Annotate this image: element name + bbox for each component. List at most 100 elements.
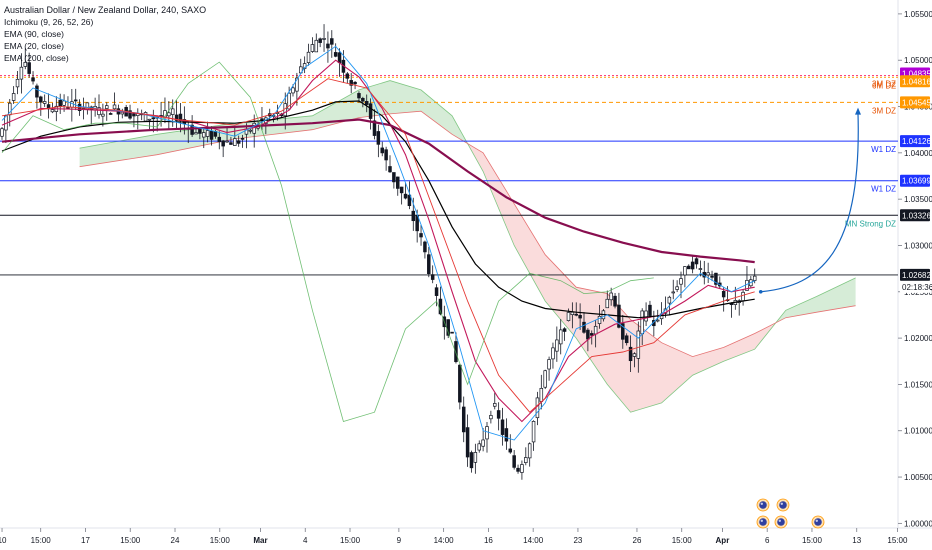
- price-tag-text: 1.03326: [902, 211, 931, 220]
- candle-body: [236, 140, 241, 144]
- candle-body: [151, 117, 156, 120]
- candle-body: [147, 118, 152, 121]
- candle: [23, 48, 28, 70]
- legend-title[interactable]: Australian Dollar / New Zealand Dollar, …: [4, 5, 206, 15]
- candle-body: [333, 52, 338, 57]
- y-tick-label: 1.05500: [904, 10, 932, 19]
- candle-body: [62, 100, 66, 106]
- candle-body: [504, 428, 509, 442]
- candle-body: [450, 331, 454, 334]
- x-tick-label: 15:00: [802, 536, 823, 545]
- y-tick-label: 1.01000: [904, 427, 932, 436]
- candle: [683, 266, 687, 288]
- candle: [132, 113, 136, 128]
- y-tick-label: 1.05000: [904, 56, 932, 65]
- projection-curve: [760, 113, 859, 293]
- x-tick-label: 14:00: [523, 536, 544, 545]
- candle: [39, 95, 43, 116]
- candle-body: [582, 321, 586, 333]
- legend: Australian Dollar / New Zealand Dollar, …: [4, 5, 206, 63]
- candle-body: [322, 38, 326, 40]
- candle-body: [35, 85, 39, 98]
- candle-body: [27, 62, 31, 74]
- candle: [504, 418, 509, 450]
- candle-body: [112, 104, 117, 110]
- candle: [450, 331, 454, 334]
- candle: [690, 255, 695, 274]
- candle-body: [721, 291, 726, 298]
- candle-body: [465, 427, 470, 458]
- candle-body: [555, 339, 559, 352]
- candle: [721, 287, 726, 312]
- price-tag-background: [900, 268, 930, 281]
- candle-body: [636, 330, 641, 359]
- candle: [31, 71, 35, 85]
- candle: [396, 176, 400, 196]
- candle-body: [314, 39, 319, 53]
- candle: [209, 126, 214, 146]
- candle-body: [679, 278, 683, 285]
- candle: [458, 363, 462, 410]
- candle-body: [543, 370, 547, 388]
- candle: [427, 246, 431, 278]
- candle-body: [399, 186, 404, 194]
- candle-body: [454, 341, 458, 363]
- event-flag-core: [814, 518, 822, 526]
- candle-body: [690, 261, 695, 270]
- projection-arrowhead: [855, 107, 861, 115]
- x-tick-label: 13: [852, 536, 861, 545]
- price-tag-background: [900, 174, 930, 187]
- candle-body: [508, 448, 513, 453]
- candle-body: [520, 464, 524, 473]
- candle-body: [295, 77, 299, 92]
- candle-body: [345, 73, 350, 79]
- candle: [73, 88, 78, 111]
- legend-ema-200[interactable]: EMA (200, close): [4, 53, 69, 63]
- event-flag-icon: [811, 515, 825, 529]
- candle: [333, 43, 338, 58]
- candle-body: [512, 455, 516, 468]
- candle-body: [590, 333, 594, 336]
- candle: [345, 71, 350, 84]
- candle: [605, 290, 610, 309]
- candle-body: [419, 233, 423, 238]
- candle: [706, 262, 710, 283]
- y-tick-label: 1.03000: [904, 241, 932, 250]
- candle: [384, 146, 388, 171]
- candle: [500, 407, 505, 446]
- candle: [644, 302, 648, 327]
- candle-body: [361, 97, 365, 102]
- cloud-bullish-area: [776, 277, 856, 323]
- legend-ema-20[interactable]: EMA (20, close): [4, 41, 64, 51]
- legend-ema-90[interactable]: EMA (90, close): [4, 29, 64, 39]
- candle-body: [50, 109, 55, 113]
- candle-body: [531, 421, 536, 443]
- candle-body: [683, 266, 687, 276]
- price-tag-text: 1.02682: [902, 271, 931, 280]
- time-axis[interactable]: 10 15:00 17 15:00 24 15:00 Mar 4 15:00 9 14:00 16 14…: [0, 528, 908, 545]
- candle: [143, 111, 148, 123]
- candle-body: [306, 51, 311, 63]
- x-tick-label: 6: [765, 536, 770, 545]
- candle-body: [714, 272, 718, 285]
- candle-body: [403, 193, 408, 199]
- candle-body: [485, 426, 489, 440]
- zone-label: W1 DZ: [871, 145, 896, 154]
- candle-body: [500, 419, 505, 435]
- zone-price-tag: 1.03326: [900, 209, 931, 222]
- candle-body: [396, 176, 400, 189]
- bar-countdown-tag: 02:18:36: [900, 280, 932, 293]
- economic-events[interactable]: [756, 498, 825, 529]
- y-tick-label: 1.00000: [904, 519, 932, 528]
- candle-body: [392, 172, 396, 183]
- candle-body: [364, 101, 369, 105]
- candle: [229, 136, 233, 145]
- candle: [392, 172, 396, 189]
- kijun-line: [1, 78, 755, 413]
- legend-ichimoku[interactable]: Ichimoku (9, 26, 52, 26): [4, 17, 93, 27]
- candle: [574, 302, 578, 317]
- event-flag-icon: [776, 498, 790, 512]
- candle-body: [675, 286, 679, 290]
